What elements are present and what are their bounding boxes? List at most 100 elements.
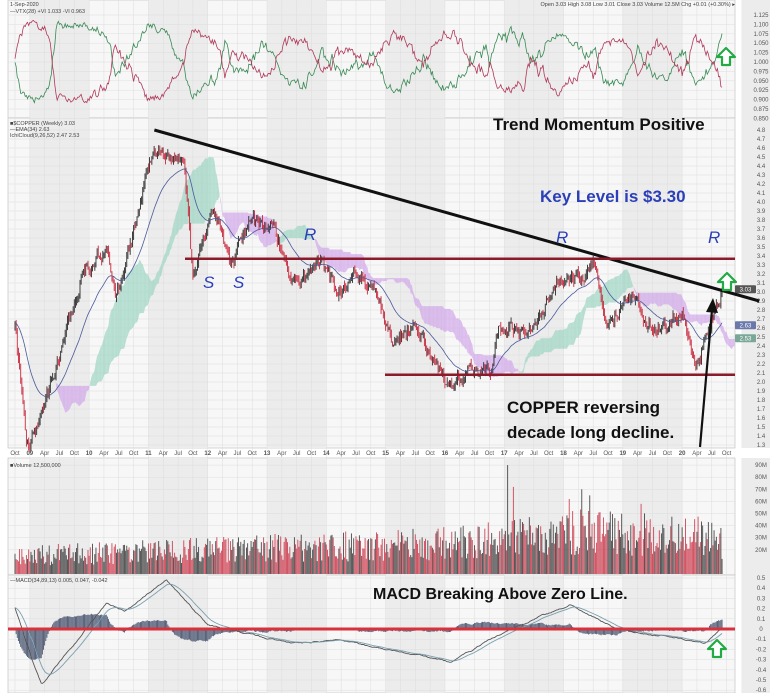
x-tick-label: Apr [218, 451, 227, 457]
cloud-segment [361, 254, 363, 270]
last-price-tag: 3.03 [740, 287, 752, 293]
volume-tick-label: 70M [755, 487, 767, 493]
cloud-segment [155, 273, 157, 288]
cloud-segment [432, 306, 434, 328]
cloud-segment [598, 288, 601, 307]
cloud-segment [140, 260, 142, 314]
cloud-segment [215, 171, 217, 203]
cloud-segment [178, 203, 180, 233]
cloud-segment [496, 355, 498, 378]
cloud-segment [358, 254, 360, 271]
cloud-segment [224, 212, 226, 224]
cloud-segment [191, 169, 193, 224]
cloud-segment [536, 340, 538, 357]
x-tick-label: Oct [70, 451, 80, 457]
cloud-segment [202, 162, 204, 224]
cloud-segment [593, 294, 595, 308]
cloud-segment [302, 224, 304, 240]
cloud-segment [390, 278, 392, 280]
cloud-segment [308, 230, 310, 240]
cloud-segment [115, 298, 117, 358]
cloud-segment [579, 312, 581, 336]
cloud-segment [538, 340, 540, 357]
cloud-segment [527, 352, 529, 363]
x-tick-label: 19 [619, 451, 626, 457]
cloud-segment [427, 306, 429, 325]
x-tick-label: Oct [10, 451, 20, 457]
cloud-segment [576, 313, 578, 338]
cloud-segment [612, 278, 614, 303]
cloud-segment [84, 385, 86, 402]
cloud-segment [456, 318, 458, 340]
cloud-segment [110, 309, 112, 363]
cloud-segment [501, 355, 504, 374]
cloud-segment [290, 229, 293, 239]
last-price-tag-bg [735, 285, 756, 294]
cloud-segment [367, 266, 369, 281]
cloud-segment [59, 385, 61, 401]
cloud-segment [454, 313, 456, 337]
cloud-segment [653, 292, 655, 304]
cloud-segment [619, 273, 621, 298]
cloud-segment [265, 216, 268, 248]
cloud-segment [75, 385, 77, 404]
cloud-segment [704, 314, 707, 324]
cloud-segment [727, 336, 729, 347]
year-band [741, 0, 770, 118]
cloud-segment [127, 272, 130, 336]
cloud-segment [503, 355, 505, 374]
cloud-segment [74, 385, 76, 403]
cloud-segment [609, 279, 611, 303]
cloud-segment [418, 298, 420, 311]
cloud-segment [507, 360, 509, 372]
cloud-segment [474, 353, 476, 366]
price-tick-label: 1.9 [757, 389, 766, 395]
cloud-segment [67, 385, 69, 412]
cloud-segment [146, 273, 148, 306]
cloud-segment [147, 273, 149, 306]
cloud-segment [90, 377, 92, 386]
cloud-segment [449, 308, 451, 333]
cloud-segment [540, 338, 542, 355]
vortex-indicator [14, 19, 723, 104]
cloud-segment [164, 252, 166, 264]
cloud-segment [670, 292, 672, 307]
cloud-segment [464, 326, 466, 350]
macd-tick-label: -0.2 [756, 647, 767, 653]
cloud-segment [528, 352, 530, 359]
cloud-segment [312, 235, 314, 240]
cloud-segment [196, 167, 198, 224]
price-up-arrow-icon [716, 271, 738, 292]
cloud-segment [207, 156, 209, 219]
cloud-segment [292, 229, 294, 239]
cloud-segment [457, 318, 459, 341]
x-tick-label: Jul [352, 451, 360, 457]
cloud-segment [109, 311, 111, 366]
cloud-segment [574, 315, 577, 342]
cloud-segment [300, 225, 302, 239]
x-tick-label: 18 [560, 451, 567, 457]
cloud-segment [124, 279, 126, 348]
x-tick-label: 11 [145, 451, 152, 457]
annotation-trend-momentum: Trend Momentum Positive [493, 115, 705, 134]
cloud-segment [419, 301, 421, 316]
cloud-segment [422, 306, 424, 320]
cloud-segment [643, 292, 645, 307]
cloud-segment [284, 231, 286, 242]
cloud-segment [411, 284, 413, 296]
ema34-line [14, 168, 723, 397]
cloud-segment [458, 318, 460, 343]
cloud-segment [125, 274, 127, 343]
cloud-segment [645, 292, 647, 307]
cloud-segment [377, 278, 379, 285]
cloud-segment [135, 264, 138, 323]
cloud-segment [143, 268, 146, 313]
cloud-segment [357, 254, 359, 268]
price-tick-label: 3.6 [757, 236, 766, 242]
cloud-segment [660, 292, 662, 307]
cloud-segment [661, 292, 663, 306]
macd-legend: —MACD(34,89,13) 0.005, 0.047, -0.042 [10, 578, 108, 584]
cloud-segment [148, 275, 150, 304]
cloud-segment [350, 252, 352, 269]
price-tick-label: 4.5 [757, 155, 766, 161]
